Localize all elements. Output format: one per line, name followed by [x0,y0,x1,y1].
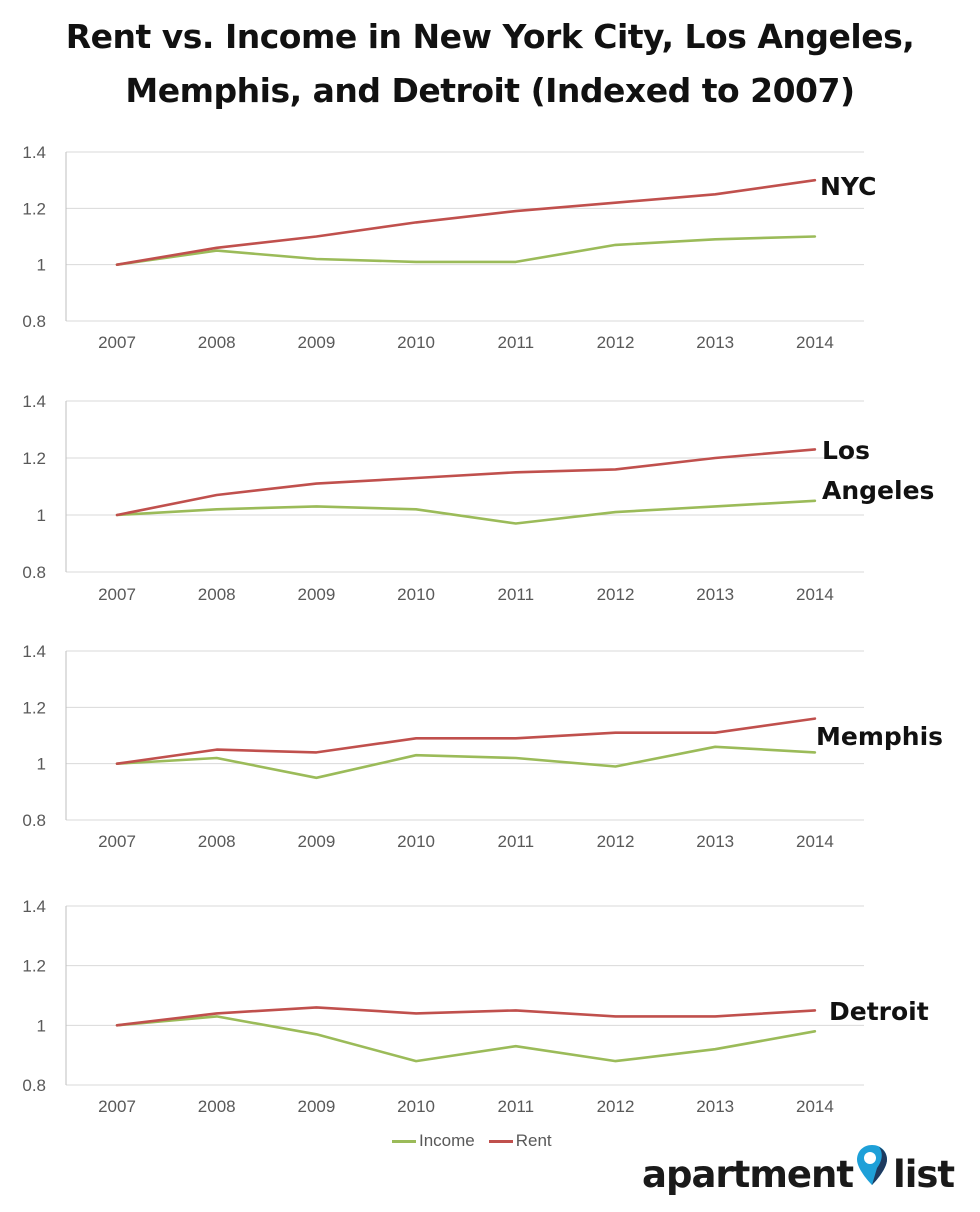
y-tick-label: 0.8 [22,563,46,582]
page-title: Rent vs. Income in New York City, Los An… [65,17,915,110]
x-tick-label: 2013 [696,585,734,604]
y-tick-label: 1.2 [22,199,46,218]
legend-swatch-income [392,1139,416,1143]
city-label: NYC [820,172,876,201]
x-tick-label: 2009 [297,585,335,604]
x-tick-label: 2008 [198,832,236,851]
legend-item-income: Income [392,1131,475,1151]
legend-item-rent: Rent [488,1131,552,1151]
x-tick-label: 2011 [498,1097,535,1116]
x-tick-label: 2009 [297,333,335,352]
y-tick-label: 0.8 [22,811,46,830]
x-tick-label: 2007 [98,832,136,851]
x-tick-label: 2012 [597,832,635,851]
series-line-rent [115,178,817,267]
legend-swatch-rent [488,1139,513,1143]
city-label: Los [822,436,870,465]
x-tick-label: 2009 [297,1097,335,1116]
x-tick-label: 2010 [397,585,435,604]
x-tick-label: 2011 [498,832,535,851]
city-label: Angeles [822,476,934,505]
x-tick-label: 2013 [696,1097,734,1116]
x-tick-label: 2007 [98,333,136,352]
x-tick-label: 2010 [397,1097,435,1116]
x-tick-label: 2014 [796,832,834,851]
city-label: Detroit [829,997,929,1026]
x-tick-label: 2012 [597,333,635,352]
apartment-list-logo: apartment list [642,1145,955,1196]
y-tick-label: 1.2 [22,698,46,717]
logo-text-right: list [893,1153,955,1196]
series-line-income [115,499,817,525]
legend-label-income: Income [419,1131,475,1150]
series-line-income [115,745,817,780]
x-tick-label: 2010 [397,832,435,851]
series-line-income [115,235,817,267]
x-tick-label: 2014 [796,1097,834,1116]
x-tick-label: 2012 [597,585,635,604]
series-line-rent [115,1006,817,1027]
x-tick-label: 2008 [198,585,236,604]
x-tick-label: 2007 [98,1097,136,1116]
x-tick-label: 2010 [397,333,435,352]
x-tick-label: 2007 [98,585,136,604]
y-tick-label: 1 [37,506,46,525]
x-tick-label: 2009 [297,832,335,851]
series-line-rent [115,448,817,517]
x-tick-label: 2013 [696,333,734,352]
x-tick-label: 2008 [198,333,236,352]
legend-label-rent: Rent [515,1131,552,1150]
y-tick-label: 1.4 [22,392,46,411]
x-tick-label: 2014 [796,333,834,352]
y-tick-label: 1.4 [22,897,46,916]
y-tick-label: 0.8 [22,312,46,331]
y-tick-label: 1 [37,1016,46,1035]
y-tick-label: 1 [37,256,46,275]
series-line-income [115,1015,817,1063]
y-tick-label: 1 [37,755,46,774]
logo-text-left: apartment [642,1153,854,1196]
x-tick-label: 2012 [597,1097,635,1116]
series-line-rent [115,717,817,766]
x-tick-label: 2013 [696,832,734,851]
y-tick-label: 1.2 [22,449,46,468]
y-tick-label: 1.4 [22,642,46,661]
x-tick-label: 2011 [498,585,535,604]
x-tick-label: 2014 [796,585,834,604]
city-label: Memphis [816,722,943,751]
y-tick-label: 0.8 [22,1076,46,1095]
y-tick-label: 1.2 [22,957,46,976]
y-tick-label: 1.4 [22,143,46,162]
x-tick-label: 2011 [498,333,535,352]
location-pin-icon [857,1145,888,1185]
x-tick-label: 2008 [198,1097,236,1116]
legend: Income Rent [392,1130,552,1152]
